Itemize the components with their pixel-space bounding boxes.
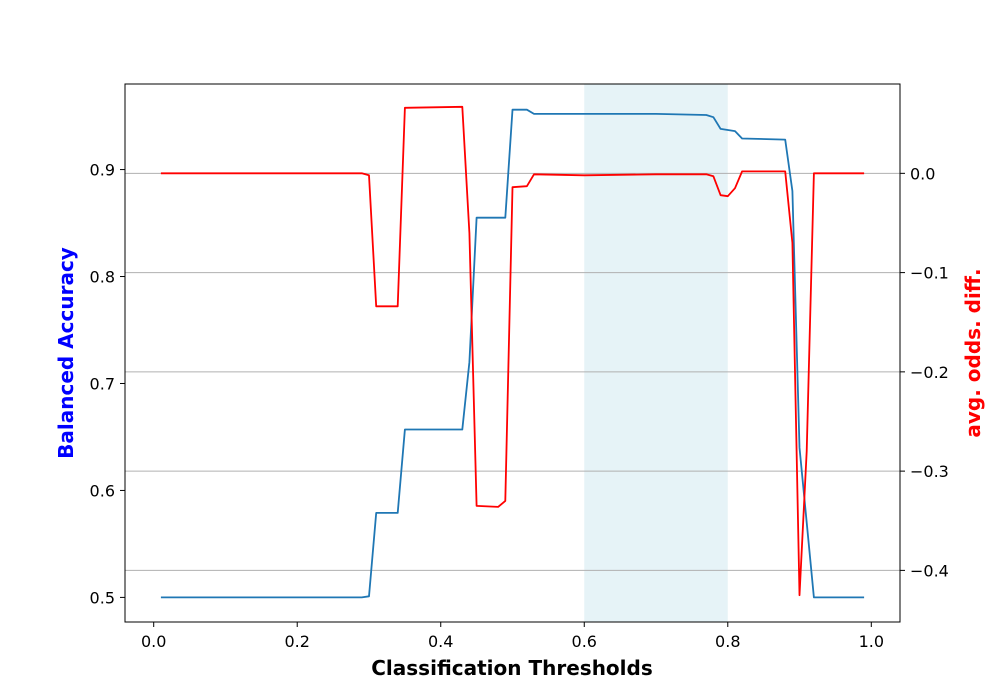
y-right-axis-ticks: 0.0 −0.1 −0.2 −0.3 −0.4 <box>900 164 949 580</box>
y-left-tick-label: 0.8 <box>90 268 115 287</box>
x-tick-label: 0.4 <box>428 632 453 651</box>
x-tick-label: 0.0 <box>141 632 166 651</box>
y-left-tick-label: 0.6 <box>90 481 115 500</box>
y-left-axis-label: Balanced Accuracy <box>54 247 78 459</box>
x-axis-ticks: 0.0 0.2 0.4 0.6 0.8 1.0 <box>141 622 884 651</box>
balanced-accuracy-line <box>160 108 865 599</box>
x-axis-label: Classification Thresholds <box>371 656 653 680</box>
x-tick-label: 0.2 <box>284 632 309 651</box>
y-right-tick-label: −0.4 <box>910 561 949 580</box>
y-left-axis-ticks: 0.5 0.6 0.7 0.8 0.9 <box>90 161 125 607</box>
plot-frame <box>124 83 901 623</box>
y-right-axis-label: avg. odds. diff. <box>961 268 985 437</box>
y-right-tick-label: 0.0 <box>910 164 935 183</box>
grid-lines <box>125 172 900 571</box>
x-tick-label: 1.0 <box>859 632 884 651</box>
y-left-tick-label: 0.7 <box>90 374 115 393</box>
x-tick-label: 0.8 <box>715 632 740 651</box>
series-lines <box>160 105 865 599</box>
highlight-band <box>584 84 728 622</box>
y-right-tick-label: −0.3 <box>910 462 949 481</box>
y-left-tick-label: 0.5 <box>90 588 115 607</box>
y-left-tick-label: 0.9 <box>90 161 115 180</box>
x-tick-label: 0.6 <box>572 632 597 651</box>
y-right-tick-label: −0.1 <box>910 264 949 283</box>
highlight-region <box>584 84 728 622</box>
avg-odds-diff-line <box>160 105 865 597</box>
y-right-tick-label: −0.2 <box>910 363 949 382</box>
